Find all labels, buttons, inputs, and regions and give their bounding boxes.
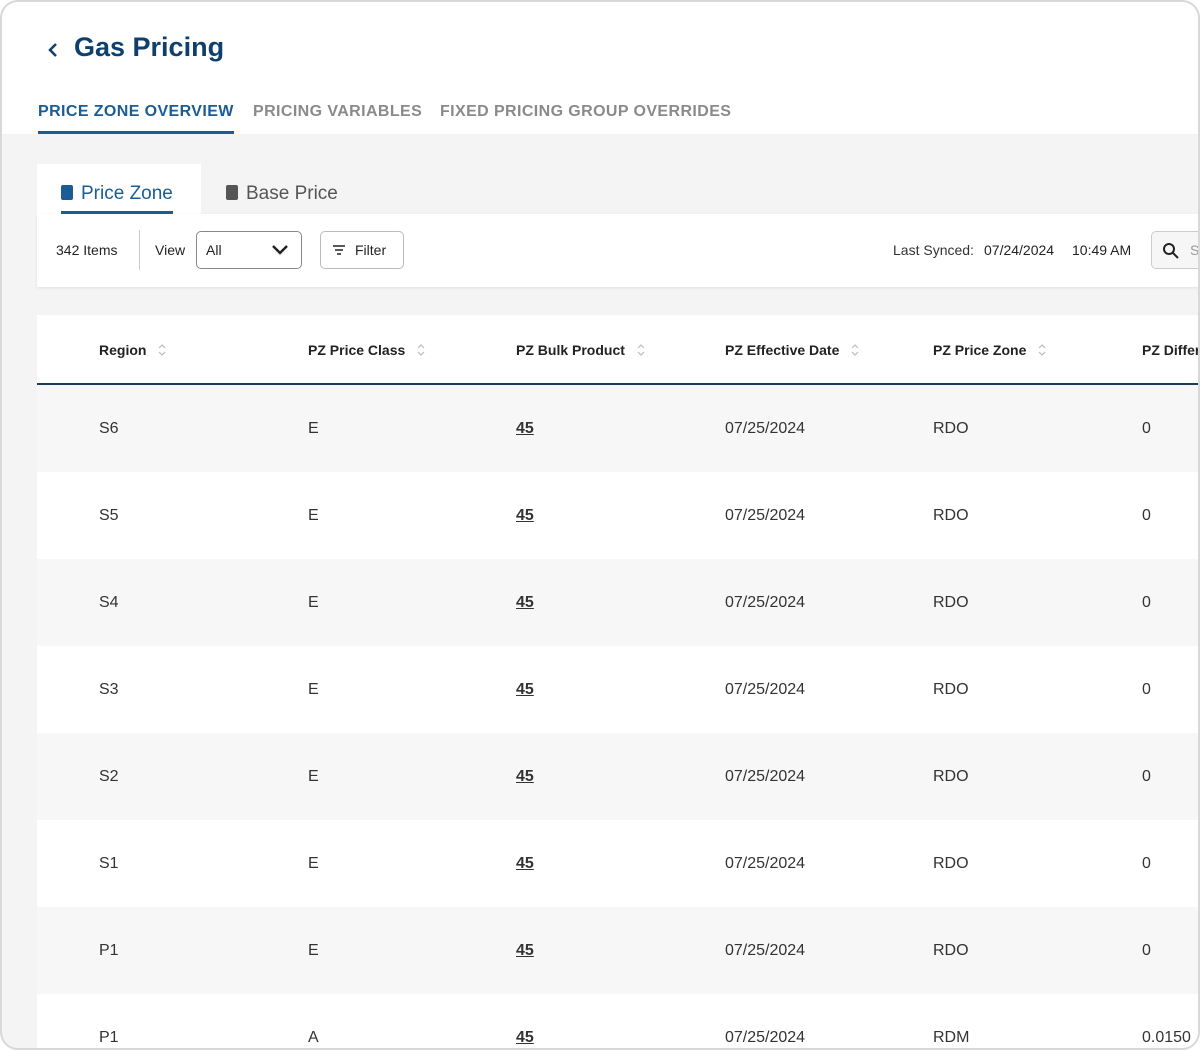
table-cell: RDO [933, 942, 969, 959]
table-row: S5 E 45 07/25/2024 RDO 0 [37, 472, 1198, 559]
table-cell: S4 [99, 594, 119, 611]
column-title: PZ Bulk Product [516, 342, 625, 358]
table-row: S3 E 45 07/25/2024 RDO 0 [37, 646, 1198, 733]
table-cell: S6 [99, 420, 119, 437]
last-synced-date: 07/24/2024 [984, 242, 1055, 258]
subtab[interactable]: Price Zone [37, 164, 201, 214]
product-link[interactable]: 45 [516, 855, 534, 872]
search-placeholder: Search [1190, 242, 1200, 258]
page-title: Gas Pricing [74, 32, 225, 62]
table-cell: E [308, 855, 319, 872]
tab[interactable]: PRICE ZONE OVERVIEW [38, 103, 234, 134]
column-title: Region [99, 342, 147, 358]
table-cell: 07/25/2024 [725, 594, 806, 611]
column-header[interactable]: PZ Bulk Product [516, 342, 645, 358]
table-cell: 07/25/2024 [725, 681, 806, 698]
table-cell: 07/25/2024 [725, 942, 806, 959]
filter-label: Filter [355, 242, 387, 258]
table-cell: RDO [933, 855, 969, 872]
table-cell: RDO [933, 594, 969, 611]
table-row: S6 E 45 07/25/2024 RDO 0 [37, 385, 1198, 472]
table-cell: 07/25/2024 [725, 768, 806, 785]
product-link[interactable]: 45 [516, 507, 534, 524]
filter-button[interactable]: Filter [320, 231, 404, 269]
tab[interactable]: FIXED PRICING GROUP OVERRIDES [440, 103, 732, 120]
table-cell: E [308, 942, 319, 959]
header: Gas Pricing PRICE ZONE OVERVIEW PRICING … [2, 2, 1198, 134]
table-cell: 0 [1142, 507, 1151, 524]
table-row: S4 E 45 07/25/2024 RDO 0 [37, 559, 1198, 646]
column-header[interactable]: PZ Price Class [308, 342, 425, 358]
subtab[interactable]: Base Price [202, 164, 362, 214]
data-table: Region PZ Price Class PZ Bulk Product PZ Ef… [37, 315, 1200, 1048]
product-link[interactable]: 45 [516, 681, 534, 698]
table-cell: 0 [1142, 768, 1151, 785]
table-cell: 0 [1142, 942, 1151, 959]
column-title: PZ Price Zone [933, 342, 1027, 358]
column-title: PZ Price Class [308, 342, 406, 358]
product-link[interactable]: 45 [516, 420, 534, 437]
table-row: S1 E 45 07/25/2024 RDO 0 [37, 820, 1198, 907]
sort-icon[interactable] [417, 343, 425, 357]
product-link[interactable]: 45 [516, 768, 534, 785]
subtab-label: Price Zone [81, 183, 173, 204]
back-button[interactable] [44, 38, 62, 62]
last-synced-label: Last Synced: [893, 242, 974, 258]
table-cell: P1 [99, 942, 119, 959]
table-row: P1 A 45 07/25/2024 RDM 0.0150 [37, 994, 1198, 1048]
table-row: S2 E 45 07/25/2024 RDO 0 [37, 733, 1198, 820]
table-cell: P1 [99, 1029, 119, 1046]
table-row: P1 E 45 07/25/2024 RDO 0 [37, 907, 1198, 994]
subtab-label: Base Price [246, 183, 338, 204]
table-cell: E [308, 768, 319, 785]
column-title: PZ Effective Date [725, 342, 840, 358]
table-cell: RDO [933, 681, 969, 698]
table-body: S6 E 45 07/25/2024 RDO 0 S5 E 45 07/25/2024 RDO 0 S4… [37, 385, 1198, 1048]
table-cell: 07/25/2024 [725, 1029, 806, 1046]
table-cell: 0 [1142, 420, 1151, 437]
sort-icon[interactable] [1038, 343, 1046, 357]
table-cell: RDO [933, 420, 969, 437]
product-link[interactable]: 45 [516, 594, 534, 611]
table-cell: S1 [99, 855, 119, 872]
table-cell: 07/25/2024 [725, 420, 806, 437]
table-cell: RDO [933, 768, 969, 785]
table-cell: RDM [933, 1029, 970, 1046]
table-cell: 07/25/2024 [725, 507, 806, 524]
toolbar: 342 Items View All Filter Last Synced: 0… [37, 214, 1200, 287]
table-cell: E [308, 420, 319, 437]
table-cell: RDO [933, 507, 969, 524]
view-select[interactable]: All [196, 231, 302, 269]
table-cell: 0 [1142, 594, 1151, 611]
table-cell: 07/25/2024 [725, 855, 806, 872]
column-header[interactable]: PZ Effective Date [725, 342, 859, 358]
search-box[interactable]: Search [1151, 231, 1200, 269]
product-link[interactable]: 45 [516, 1029, 534, 1046]
sort-icon[interactable] [158, 343, 166, 357]
sort-icon[interactable] [637, 343, 645, 357]
table-header: Region PZ Price Class PZ Bulk Product PZ Ef… [37, 315, 1200, 385]
sort-icon[interactable] [851, 343, 859, 357]
table-cell: 0 [1142, 681, 1151, 698]
table-cell: S3 [99, 681, 119, 698]
column-title: PZ Differential [1142, 342, 1200, 358]
table-cell: S5 [99, 507, 119, 524]
view-value: All [206, 242, 222, 258]
last-synced-time: 10:49 AM [1072, 242, 1132, 258]
table-cell: E [308, 681, 319, 698]
column-header[interactable]: Region [99, 342, 166, 358]
table-cell: A [308, 1029, 319, 1046]
table-cell: S2 [99, 768, 119, 785]
view-label: View [155, 242, 186, 258]
table-cell: E [308, 507, 319, 524]
tab[interactable]: PRICING VARIABLES [253, 103, 423, 120]
table-cell: 0.0150 [1142, 1029, 1191, 1046]
product-link[interactable]: 45 [516, 942, 534, 959]
table-cell: 0 [1142, 855, 1151, 872]
table-cell: E [308, 594, 319, 611]
column-header[interactable]: PZ Price Zone [933, 342, 1046, 358]
column-header[interactable]: PZ Differential [1142, 342, 1200, 358]
item-count: 342 Items [56, 242, 118, 258]
